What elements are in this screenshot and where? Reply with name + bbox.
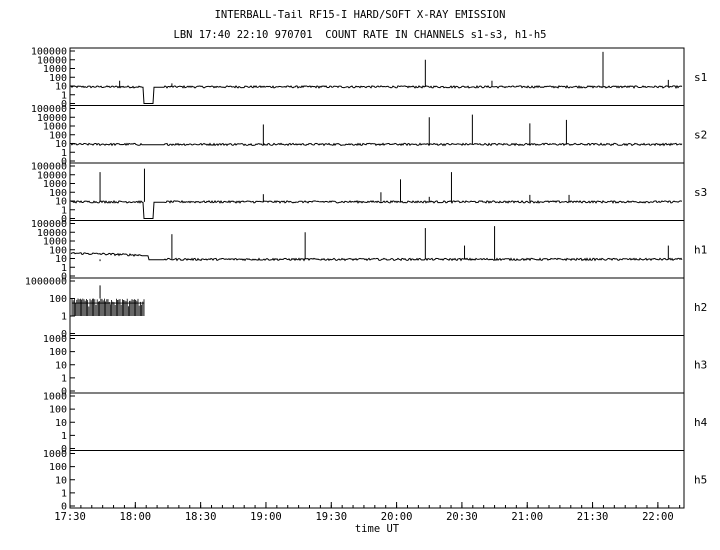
y-tick-label: 10 bbox=[55, 82, 67, 93]
series-line-s1 bbox=[70, 84, 683, 104]
panel-frame-s2 bbox=[69, 105, 685, 164]
y-tick-label: 100000 bbox=[31, 162, 67, 173]
y-tick-label: 1 bbox=[61, 148, 67, 159]
y-tick-label: 100000 bbox=[31, 219, 67, 230]
y-tick-label: 1000 bbox=[43, 237, 67, 248]
x-tick-label: 17:30 bbox=[54, 511, 86, 523]
channel-label-h2: h2 bbox=[694, 301, 707, 314]
y-tick-label: 10 bbox=[55, 197, 67, 208]
x-tick-label: 21:00 bbox=[511, 511, 543, 523]
y-tick-label: 100000 bbox=[31, 47, 67, 58]
chart-title: INTERBALL-Tail RF15-I HARD/SOFT X-RAY EM… bbox=[214, 9, 506, 21]
y-tick-label: 1000 bbox=[43, 64, 67, 75]
y-tick-label: 1000 bbox=[43, 449, 67, 460]
series-line-h1 bbox=[70, 252, 683, 262]
y-tick-label: 10 bbox=[55, 475, 67, 486]
panel-frame-h3 bbox=[69, 335, 685, 394]
channel-label-h5: h5 bbox=[694, 473, 707, 486]
y-tick-label: 1000 bbox=[43, 392, 67, 403]
y-tick-label: 1 bbox=[61, 373, 67, 384]
y-tick-label: 1 bbox=[61, 90, 67, 101]
x-tick-label: 20:00 bbox=[381, 511, 413, 523]
y-tick-label: 10000 bbox=[37, 113, 67, 124]
y-tick-label: 10000 bbox=[37, 55, 67, 66]
channel-label-h4: h4 bbox=[694, 416, 708, 429]
channel-label-s3: s3 bbox=[694, 186, 707, 199]
y-tick-label: 10000 bbox=[37, 170, 67, 181]
x-tick-label: 22:00 bbox=[642, 511, 674, 523]
y-tick-label: 10 bbox=[55, 139, 67, 150]
series-line-s2 bbox=[70, 142, 683, 147]
x-tick-label: 19:00 bbox=[250, 511, 282, 523]
y-tick-label: 1 bbox=[61, 263, 67, 274]
x-tick-label: 21:30 bbox=[577, 511, 609, 523]
y-tick-label: 1000 bbox=[43, 179, 67, 190]
y-tick-label: 0 bbox=[61, 502, 67, 513]
panel-frame-h4 bbox=[69, 392, 685, 451]
x-tick-label: 18:30 bbox=[185, 511, 217, 523]
y-tick-label: 1000 bbox=[43, 122, 67, 133]
y-tick-label: 100000 bbox=[31, 104, 67, 115]
panel-frame-s3 bbox=[69, 162, 685, 221]
y-tick-label: 1 bbox=[61, 205, 67, 216]
y-tick-label: 100 bbox=[49, 294, 67, 305]
panel-frame-h5 bbox=[69, 450, 685, 509]
y-tick-label: 10 bbox=[55, 254, 67, 265]
y-tick-label: 1000 bbox=[43, 334, 67, 345]
series-line-s3 bbox=[70, 199, 683, 219]
channel-label-h1: h1 bbox=[694, 243, 707, 256]
y-tick-label: 100 bbox=[49, 405, 67, 416]
y-tick-label: 0 bbox=[61, 329, 67, 340]
panel-frame-h2 bbox=[69, 277, 685, 336]
y-tick-label: 0 bbox=[61, 387, 67, 398]
x-tick-label: 20:30 bbox=[446, 511, 478, 523]
y-tick-label: 1 bbox=[61, 488, 67, 499]
y-tick-label: 0 bbox=[61, 214, 67, 225]
y-tick-label: 0 bbox=[61, 272, 67, 283]
y-tick-label: 10 bbox=[55, 360, 67, 371]
x-tick-label: 19:30 bbox=[315, 511, 347, 523]
channel-label-s1: s1 bbox=[694, 71, 707, 84]
y-tick-label: 0 bbox=[61, 157, 67, 168]
y-tick-label: 100 bbox=[49, 462, 67, 473]
y-tick-label: 100 bbox=[49, 245, 67, 256]
y-tick-label: 10 bbox=[55, 418, 67, 429]
channel-label-s2: s2 bbox=[694, 128, 707, 141]
panel-frame-s1 bbox=[69, 47, 685, 106]
y-tick-label: 1 bbox=[61, 431, 67, 442]
y-tick-label: 1 bbox=[61, 312, 67, 323]
y-tick-label: 0 bbox=[61, 99, 67, 110]
x-axis-label: time UT bbox=[355, 523, 400, 535]
channel-label-h3: h3 bbox=[694, 358, 707, 371]
y-tick-label: 0 bbox=[61, 444, 67, 455]
y-tick-label: 100 bbox=[49, 347, 67, 358]
y-tick-label: 1000000 bbox=[25, 277, 67, 288]
y-tick-label: 10000 bbox=[37, 228, 67, 239]
panel-frame-h1 bbox=[69, 220, 685, 279]
series-line-h2 bbox=[71, 298, 145, 316]
y-tick-label: 100 bbox=[49, 188, 67, 199]
x-tick-label: 18:00 bbox=[120, 511, 152, 523]
y-tick-label: 100 bbox=[49, 73, 67, 84]
y-tick-label: 100 bbox=[49, 130, 67, 141]
chart-subtitle: LBN 17:40 22:10 970701 COUNT RATE IN CHA… bbox=[173, 29, 547, 41]
